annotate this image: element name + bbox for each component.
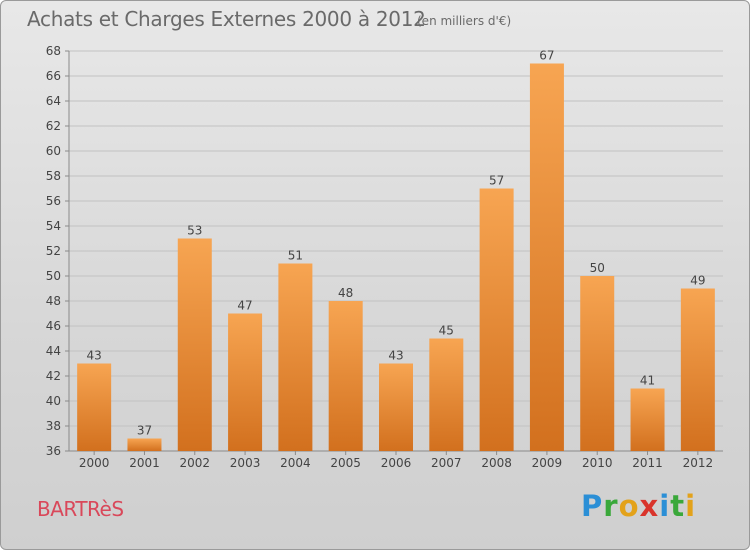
commune-name: BARTRèS bbox=[37, 497, 124, 521]
bar-value-label: 43 bbox=[87, 349, 102, 363]
bar-2009 bbox=[529, 63, 564, 451]
logo-letter: i bbox=[685, 489, 697, 523]
bar-value-label: 57 bbox=[489, 174, 504, 188]
y-tick-label: 44 bbox=[46, 344, 61, 358]
chart-subtitle: (en milliers d'€) bbox=[417, 14, 512, 28]
logo-letter: r bbox=[603, 489, 619, 523]
y-tick-label: 38 bbox=[46, 419, 61, 433]
x-tick-label: 2002 bbox=[179, 456, 210, 470]
y-tick-label: 68 bbox=[46, 44, 61, 58]
bar-2004 bbox=[278, 263, 313, 451]
x-tick-label: 2003 bbox=[230, 456, 261, 470]
bar-2011 bbox=[630, 388, 665, 451]
bar-value-label: 67 bbox=[539, 49, 554, 63]
logo-letter: i bbox=[659, 489, 671, 523]
x-tick-label: 2006 bbox=[381, 456, 412, 470]
bar-value-label: 47 bbox=[237, 299, 252, 313]
y-tick-label: 58 bbox=[46, 169, 61, 183]
y-tick-label: 46 bbox=[46, 319, 61, 333]
logo-letter: x bbox=[639, 489, 660, 523]
y-tick-label: 52 bbox=[46, 244, 61, 258]
bar-value-label: 43 bbox=[388, 349, 403, 363]
bar-value-label: 50 bbox=[590, 261, 605, 275]
x-tick-label: 2000 bbox=[79, 456, 110, 470]
logo-letter: P bbox=[581, 489, 604, 523]
y-tick-label: 48 bbox=[46, 294, 61, 308]
x-tick-label: 2005 bbox=[330, 456, 361, 470]
y-tick-label: 54 bbox=[46, 219, 61, 233]
y-tick-label: 62 bbox=[46, 119, 61, 133]
x-tick-label: 2012 bbox=[683, 456, 714, 470]
logo-letter: t bbox=[670, 489, 686, 523]
bar-2012 bbox=[680, 288, 715, 451]
y-tick-label: 40 bbox=[46, 394, 61, 408]
bar-2010 bbox=[580, 276, 615, 451]
bar-value-label: 45 bbox=[439, 324, 454, 338]
bar-2005 bbox=[328, 301, 363, 451]
bar-value-label: 53 bbox=[187, 224, 202, 238]
y-tick-label: 50 bbox=[46, 269, 61, 283]
bar-2001 bbox=[127, 438, 162, 451]
bar-value-label: 48 bbox=[338, 286, 353, 300]
y-tick-label: 36 bbox=[46, 444, 61, 458]
bar-value-label: 51 bbox=[288, 249, 303, 263]
y-tick-label: 66 bbox=[46, 69, 61, 83]
bar-2006 bbox=[379, 363, 413, 451]
x-tick-label: 2008 bbox=[481, 456, 512, 470]
x-tick-label: 2001 bbox=[129, 456, 160, 470]
y-tick-label: 56 bbox=[46, 194, 61, 208]
chart-title: Achats et Charges Externes 2000 à 2012 bbox=[27, 7, 426, 31]
bar-2007 bbox=[429, 338, 464, 451]
y-tick-label: 42 bbox=[46, 369, 61, 383]
x-tick-label: 2011 bbox=[632, 456, 663, 470]
bar-2003 bbox=[228, 313, 263, 451]
x-tick-label: 2009 bbox=[532, 456, 563, 470]
bar-2008 bbox=[479, 188, 514, 451]
x-tick-label: 2010 bbox=[582, 456, 613, 470]
bar-value-label: 37 bbox=[137, 424, 152, 438]
x-tick-label: 2007 bbox=[431, 456, 462, 470]
bar-2002 bbox=[177, 238, 212, 451]
x-tick-label: 2004 bbox=[280, 456, 311, 470]
logo-letter: o bbox=[618, 489, 640, 523]
bar-2000 bbox=[77, 363, 112, 451]
bar-value-label: 49 bbox=[690, 274, 705, 288]
bar-value-label: 41 bbox=[640, 374, 655, 388]
y-tick-label: 60 bbox=[46, 144, 61, 158]
proxiti-logo: Proxiti bbox=[581, 489, 696, 523]
y-tick-label: 64 bbox=[46, 94, 61, 108]
